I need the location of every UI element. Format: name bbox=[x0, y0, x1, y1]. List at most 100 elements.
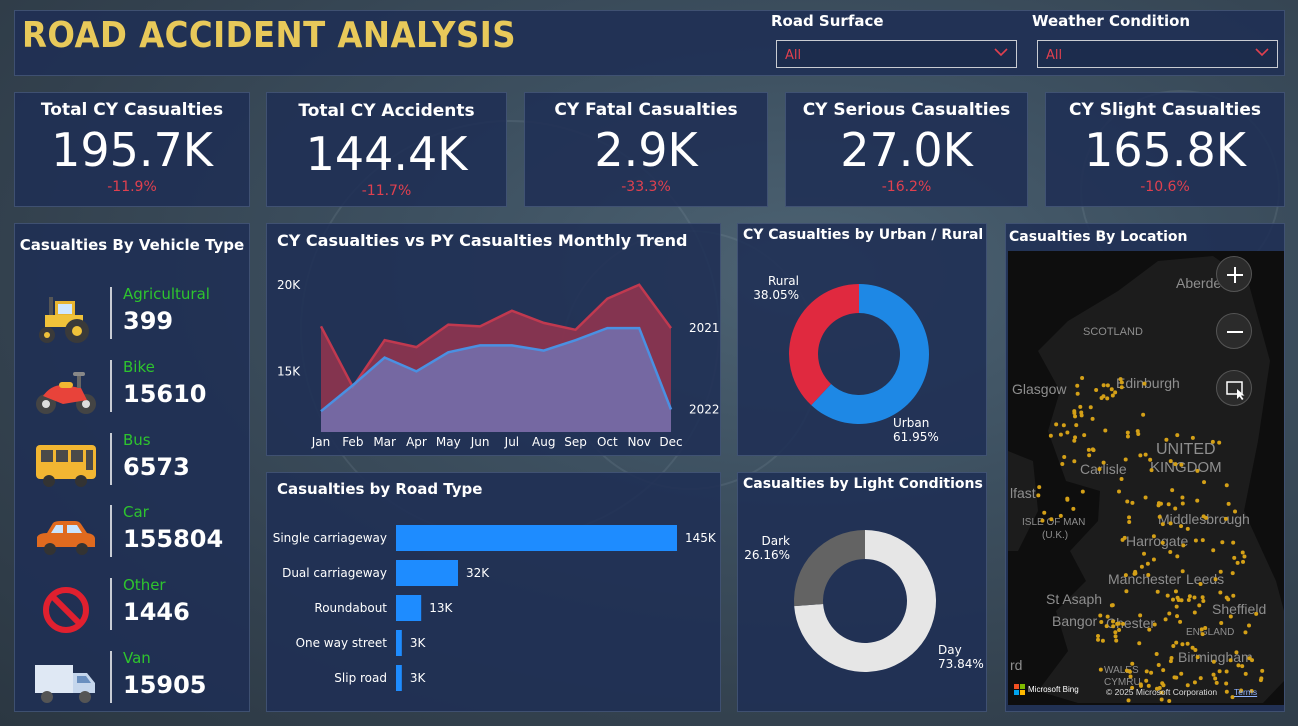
map-point bbox=[1072, 438, 1077, 443]
map-point bbox=[1167, 698, 1172, 703]
map-canvas[interactable]: Aberde SCOTLAND Glasgow Edinburgh UNITED… bbox=[1008, 251, 1284, 705]
map-label: WALES bbox=[1104, 665, 1139, 676]
map-point bbox=[1168, 459, 1173, 464]
kpi-change: -11.7% bbox=[361, 183, 412, 199]
zoom-in-button[interactable] bbox=[1216, 256, 1252, 292]
map-point bbox=[1243, 630, 1248, 635]
map-point bbox=[1119, 385, 1124, 390]
map-point bbox=[1127, 515, 1132, 520]
map-point bbox=[1192, 680, 1197, 685]
map-point bbox=[1166, 502, 1171, 507]
kpi-card-fatal-casualties[interactable]: CY Fatal Casualties 2.9K -33.3% bbox=[524, 92, 768, 207]
map-point bbox=[1079, 413, 1084, 418]
map-point bbox=[1072, 459, 1077, 464]
series-area-2022 bbox=[321, 328, 671, 432]
monthly-trend-chart[interactable]: 15K 20K 2021 2022 Jan Feb Mar Apr May Jun Jul Aug Se… bbox=[267, 224, 722, 457]
map-point bbox=[1228, 614, 1233, 619]
map-point bbox=[1138, 613, 1143, 618]
map-label: Leeds bbox=[1186, 571, 1225, 587]
y-tick-label: 20K bbox=[277, 278, 301, 292]
vehicle-value: 15905 bbox=[123, 671, 207, 699]
vehicle-item-bike[interactable]: Bike 15610 bbox=[15, 358, 251, 424]
separator bbox=[110, 651, 112, 703]
map-point bbox=[1230, 695, 1235, 700]
map-point bbox=[1203, 515, 1208, 520]
map-point bbox=[1130, 685, 1135, 690]
map-point bbox=[1171, 597, 1176, 602]
map-point bbox=[1173, 462, 1178, 467]
map-point bbox=[1090, 416, 1095, 421]
road-surface-dropdown[interactable]: All bbox=[776, 40, 1017, 68]
kpi-card-total-accidents[interactable]: Total CY Accidents 144.4K -11.7% bbox=[266, 92, 507, 207]
vehicle-item-other[interactable]: Other 1446 bbox=[15, 576, 251, 642]
zoom-out-button[interactable] bbox=[1216, 313, 1252, 349]
slice-label: Rural bbox=[768, 274, 799, 288]
kpi-title: CY Serious Casualties bbox=[802, 100, 1011, 120]
chart-title: CY Casualties vs PY Casualties Monthly T… bbox=[277, 231, 688, 250]
map-point bbox=[1213, 577, 1218, 582]
map-label: UNITED bbox=[1156, 441, 1216, 458]
series-label: 2021 bbox=[689, 321, 720, 335]
map-point bbox=[1232, 555, 1237, 560]
van-icon bbox=[35, 665, 95, 703]
select-area-button[interactable] bbox=[1216, 370, 1252, 406]
map-point bbox=[1143, 452, 1148, 457]
vehicle-item-car[interactable]: Car 155804 bbox=[15, 503, 251, 569]
map-point bbox=[1080, 376, 1085, 381]
map-point bbox=[1179, 598, 1184, 603]
map-point bbox=[1113, 390, 1118, 395]
map-point bbox=[1158, 501, 1163, 506]
slice-day bbox=[794, 530, 936, 672]
kpi-card-serious-casualties[interactable]: CY Serious Casualties 27.0K -16.2% bbox=[785, 92, 1028, 207]
x-tick-label: Jun bbox=[470, 435, 490, 449]
map-point bbox=[1124, 668, 1129, 673]
kpi-card-total-casualties[interactable]: Total CY Casualties 195.7K -11.9% bbox=[14, 92, 250, 207]
road-type-chart[interactable]: Single carriageway 145K Dual carriageway 32… bbox=[267, 473, 722, 713]
map-point bbox=[1127, 520, 1132, 525]
map-point bbox=[1180, 642, 1185, 647]
map-point bbox=[1224, 669, 1229, 674]
x-tick-label: Nov bbox=[627, 435, 650, 449]
map-point bbox=[1127, 669, 1132, 674]
map-point bbox=[1079, 410, 1084, 415]
map-point bbox=[1200, 595, 1205, 600]
vehicle-name: Van bbox=[123, 649, 151, 667]
map-point bbox=[1160, 522, 1165, 527]
vehicle-item-agricultural[interactable]: Agricultural 399 bbox=[15, 285, 251, 351]
map-point bbox=[1138, 453, 1143, 458]
map-point bbox=[1082, 433, 1087, 438]
map-point bbox=[1254, 611, 1259, 616]
map-point bbox=[1159, 697, 1164, 702]
map-label: ENGLAND bbox=[1186, 627, 1235, 638]
map-point bbox=[1217, 440, 1222, 445]
weather-condition-dropdown[interactable]: All bbox=[1037, 40, 1278, 68]
vehicle-item-van[interactable]: Van 15905 bbox=[15, 649, 251, 715]
map-point bbox=[1061, 423, 1066, 428]
map-point bbox=[1117, 489, 1122, 494]
map-point bbox=[1155, 589, 1160, 594]
map-point bbox=[1181, 543, 1186, 548]
map-point bbox=[1192, 610, 1197, 615]
map-label: Carlisle bbox=[1080, 461, 1127, 477]
map-point bbox=[1168, 549, 1173, 554]
map-point bbox=[1062, 454, 1067, 459]
vehicle-item-bus[interactable]: Bus 6573 bbox=[15, 431, 251, 497]
data-label: 13K bbox=[429, 601, 453, 615]
map-terms-link[interactable]: Terms bbox=[1234, 687, 1258, 697]
map-point bbox=[1195, 498, 1200, 503]
map-point bbox=[1218, 590, 1223, 595]
map-point bbox=[1075, 383, 1080, 388]
x-tick-label: Sep bbox=[564, 435, 587, 449]
map-point bbox=[1073, 435, 1078, 440]
bar bbox=[396, 560, 459, 586]
map-point bbox=[1175, 614, 1180, 619]
map-point bbox=[1065, 430, 1070, 435]
bar bbox=[396, 525, 677, 551]
kpi-card-slight-casualties[interactable]: CY Slight Casualties 165.8K -10.6% bbox=[1045, 92, 1285, 207]
map-point bbox=[1243, 671, 1248, 676]
vehicle-name: Bike bbox=[123, 358, 155, 376]
map-point bbox=[1190, 435, 1195, 440]
chevron-down-icon bbox=[994, 48, 1008, 57]
